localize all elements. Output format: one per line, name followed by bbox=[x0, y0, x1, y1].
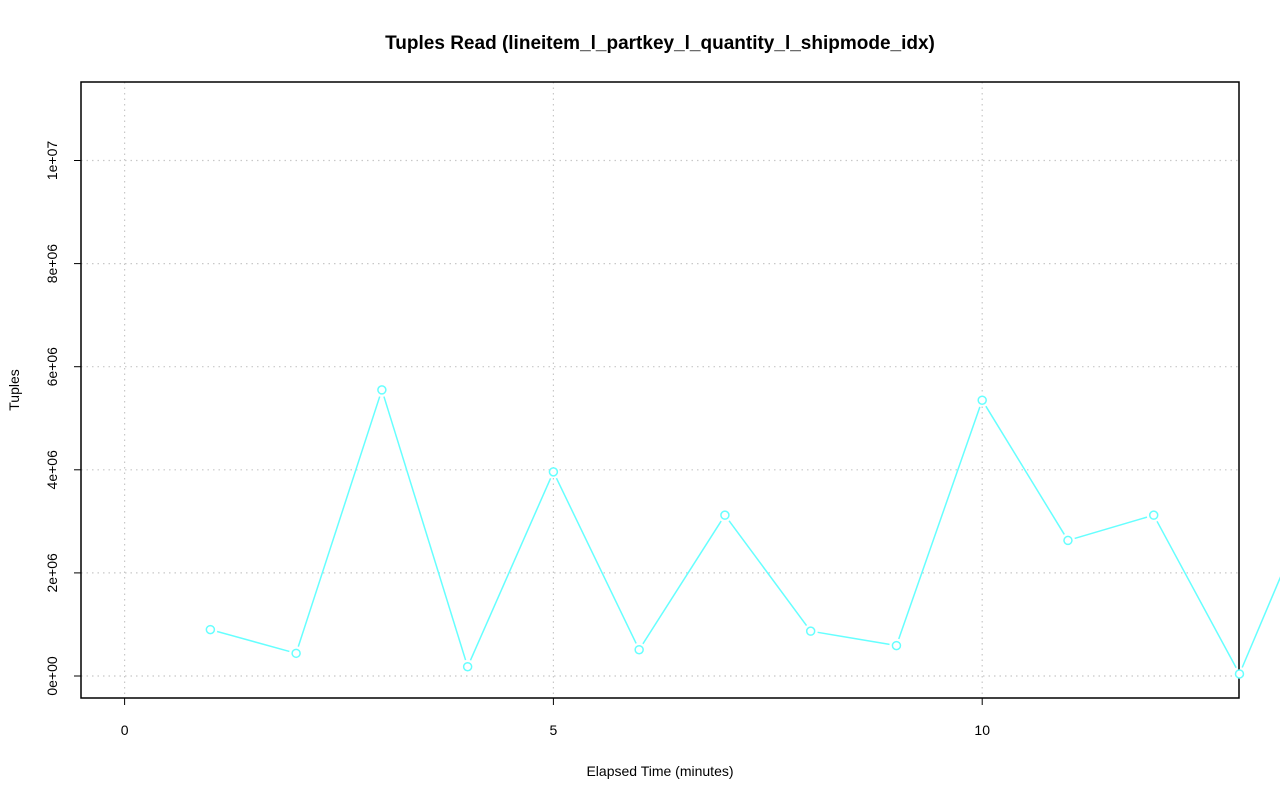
series-segment bbox=[469, 477, 552, 661]
series-segment bbox=[1156, 520, 1237, 669]
y-tick-label: 6e+06 bbox=[44, 347, 60, 387]
series-segment bbox=[555, 477, 637, 644]
series-segment bbox=[1074, 516, 1148, 540]
grid bbox=[81, 82, 1239, 698]
y-tick-label: 2e+06 bbox=[44, 553, 60, 593]
data-point bbox=[291, 648, 301, 659]
series bbox=[205, 385, 1280, 679]
plot-frame bbox=[80, 81, 1240, 699]
data-point bbox=[891, 640, 902, 651]
series-segment bbox=[383, 396, 467, 661]
data-point bbox=[634, 644, 644, 655]
series-segment bbox=[898, 406, 981, 640]
data-point bbox=[1148, 510, 1159, 520]
x-axis: 0510152025 bbox=[121, 698, 990, 738]
series-segment bbox=[728, 520, 808, 626]
data-point bbox=[205, 624, 216, 635]
series-segment bbox=[642, 520, 722, 645]
x-axis-label: Elapsed Time (minutes) bbox=[586, 763, 733, 779]
y-tick-label: 8e+06 bbox=[44, 244, 60, 284]
x-tick-label: 10 bbox=[974, 722, 990, 738]
y-axis-label: Tuples bbox=[6, 369, 22, 411]
data-point bbox=[1063, 535, 1073, 546]
series-segment bbox=[985, 405, 1065, 535]
data-point bbox=[462, 661, 473, 672]
series-segment bbox=[817, 631, 890, 646]
series-segment bbox=[1241, 576, 1280, 668]
data-point bbox=[720, 510, 730, 520]
y-tick-label: 1e+07 bbox=[44, 141, 60, 181]
chart-title: Tuples Read (lineitem_l_partkey_l_quanti… bbox=[385, 33, 935, 54]
series-segment bbox=[216, 630, 290, 653]
x-tick-label: 0 bbox=[121, 722, 129, 738]
data-point bbox=[548, 467, 559, 477]
data-point bbox=[805, 626, 816, 636]
data-point bbox=[977, 395, 987, 405]
data-point bbox=[1234, 669, 1245, 679]
series-segment bbox=[297, 396, 381, 647]
x-tick-label: 5 bbox=[550, 722, 558, 738]
y-tick-label: 4e+06 bbox=[44, 450, 60, 490]
y-axis: 0e+00 2e+06 4e+06 6e+06 8e+06 1e+07 bbox=[44, 141, 81, 696]
data-point bbox=[377, 385, 387, 395]
y-tick-label: 0e+00 bbox=[44, 656, 60, 696]
